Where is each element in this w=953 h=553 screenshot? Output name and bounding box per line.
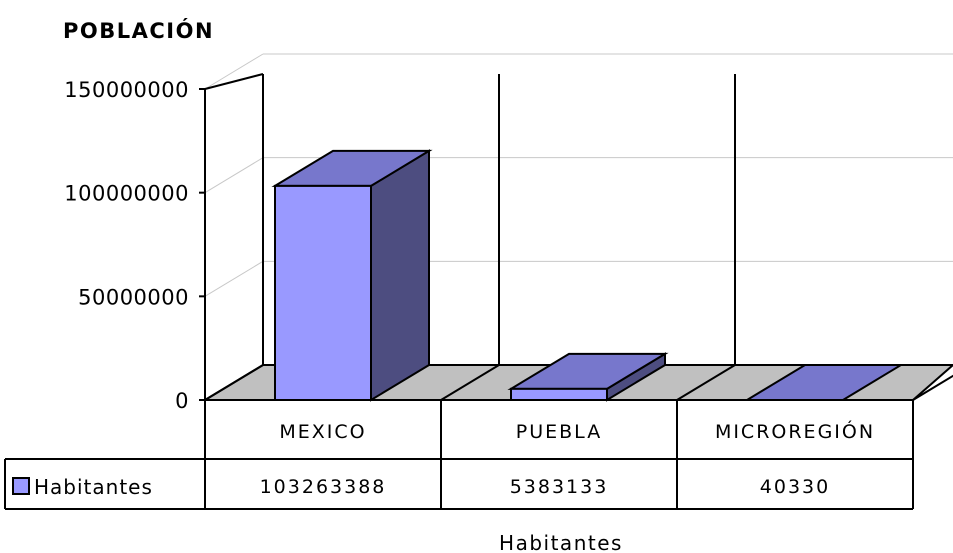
- table-value-puebla: 5383133: [510, 476, 609, 498]
- gridline-side: [204, 157, 264, 194]
- floor-divider: [440, 364, 500, 401]
- bar-side-mexico: [370, 149, 430, 402]
- x-axis-title: Habitantes: [499, 531, 623, 553]
- data-table: MEXICO 103263388 PUEBLA 5383133 MICROREGIÓN 4…: [4, 399, 914, 510]
- table-value-mexico: 103263388: [260, 476, 387, 498]
- y-tick-label: 0: [175, 389, 189, 413]
- category-label-puebla: PUEBLA: [516, 421, 602, 443]
- floor-divider: [912, 374, 953, 401]
- category-label-microregión: MICROREGIÓN: [715, 419, 875, 443]
- bar-puebla: [510, 387, 608, 401]
- legend-label: Habitantes: [34, 475, 153, 499]
- y-tick-label: 100000000: [64, 182, 189, 206]
- y-tick-label: 50000000: [78, 285, 189, 309]
- axes-group: 0 50000000 100000000 150000000: [64, 78, 206, 413]
- gridline-side: [204, 53, 264, 90]
- gridline-side: [204, 260, 264, 297]
- y-tick-label: 150000000: [64, 78, 189, 102]
- floor-divider: [204, 364, 264, 401]
- floor-divider: [676, 364, 736, 401]
- legend-swatch: [12, 477, 30, 495]
- category-label-mexico: MEXICO: [279, 421, 366, 443]
- table-value-microregión: 40330: [760, 476, 830, 498]
- wall-top-edge: [204, 73, 264, 90]
- bars-group: [271, 149, 905, 402]
- bar-mexico: [274, 184, 372, 401]
- chart-title: POBLACIÓN: [63, 18, 214, 43]
